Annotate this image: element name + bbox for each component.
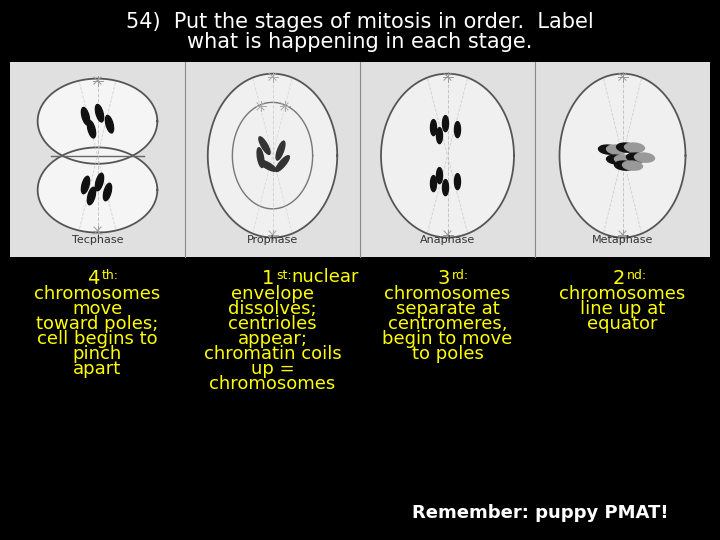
Text: Prophase: Prophase (247, 235, 298, 245)
Ellipse shape (105, 116, 114, 133)
Ellipse shape (454, 173, 461, 190)
Text: cell begins to: cell begins to (37, 330, 158, 348)
Ellipse shape (104, 183, 112, 201)
Ellipse shape (623, 161, 642, 170)
Ellipse shape (443, 116, 449, 132)
Ellipse shape (276, 156, 289, 172)
Text: up =: up = (251, 360, 294, 378)
Text: to poles: to poles (412, 345, 483, 363)
Ellipse shape (81, 176, 89, 194)
Ellipse shape (431, 176, 436, 192)
Ellipse shape (81, 107, 89, 125)
Bar (10, 62, 710, 257)
Text: chromosomes: chromosomes (384, 285, 510, 303)
Ellipse shape (626, 153, 647, 162)
Text: chromosomes: chromosomes (35, 285, 161, 303)
Polygon shape (559, 73, 685, 238)
Ellipse shape (257, 148, 264, 167)
Text: 2: 2 (612, 269, 625, 288)
Text: apart: apart (73, 360, 122, 378)
Text: chromatin coils: chromatin coils (204, 345, 341, 363)
Text: Remember: puppy PMAT!: Remember: puppy PMAT! (412, 504, 668, 522)
Ellipse shape (624, 143, 644, 152)
Text: equator: equator (588, 315, 658, 333)
Text: Metaphase: Metaphase (592, 235, 653, 245)
Text: Anaphase: Anaphase (420, 235, 475, 245)
Text: nuclear: nuclear (292, 268, 359, 286)
Ellipse shape (436, 167, 443, 184)
Text: Tecphase: Tecphase (72, 235, 123, 245)
Ellipse shape (606, 145, 626, 154)
Ellipse shape (606, 155, 626, 164)
Text: 1: 1 (262, 269, 275, 288)
Text: what is happening in each stage.: what is happening in each stage. (187, 32, 533, 52)
Ellipse shape (615, 161, 634, 170)
Text: envelope: envelope (231, 285, 314, 303)
Ellipse shape (634, 153, 654, 162)
Text: st:: st: (276, 269, 292, 282)
Text: dissolves;: dissolves; (228, 300, 317, 318)
Ellipse shape (258, 160, 276, 171)
Text: chromosomes: chromosomes (559, 285, 685, 303)
Ellipse shape (616, 143, 636, 152)
Text: toward poles;: toward poles; (36, 315, 158, 333)
Ellipse shape (436, 127, 443, 144)
Text: 4: 4 (87, 269, 99, 288)
Text: chromosomes: chromosomes (210, 375, 336, 393)
Ellipse shape (259, 137, 270, 154)
Text: th:: th: (102, 269, 119, 282)
Text: centrioles: centrioles (228, 315, 317, 333)
Text: 54)  Put the stages of mitosis in order.  Label: 54) Put the stages of mitosis in order. … (126, 12, 594, 32)
Text: separate at: separate at (395, 300, 500, 318)
Polygon shape (37, 79, 158, 164)
Ellipse shape (276, 141, 285, 160)
Polygon shape (381, 73, 514, 238)
Polygon shape (208, 73, 337, 238)
Text: move: move (73, 300, 122, 318)
Ellipse shape (87, 120, 96, 138)
Text: begin to move: begin to move (382, 330, 513, 348)
Ellipse shape (443, 180, 449, 195)
Ellipse shape (95, 104, 104, 122)
Text: pinch: pinch (73, 345, 122, 363)
Ellipse shape (431, 119, 436, 136)
Ellipse shape (454, 122, 461, 138)
Text: nd:: nd: (627, 269, 647, 282)
Text: appear;: appear; (238, 330, 307, 348)
Polygon shape (37, 147, 158, 233)
Text: line up at: line up at (580, 300, 665, 318)
Text: 3: 3 (437, 269, 450, 288)
Ellipse shape (615, 155, 634, 164)
Ellipse shape (95, 173, 104, 191)
Ellipse shape (598, 145, 618, 154)
Text: centromeres,: centromeres, (388, 315, 508, 333)
Text: rd:: rd: (451, 269, 469, 282)
Ellipse shape (87, 187, 96, 205)
